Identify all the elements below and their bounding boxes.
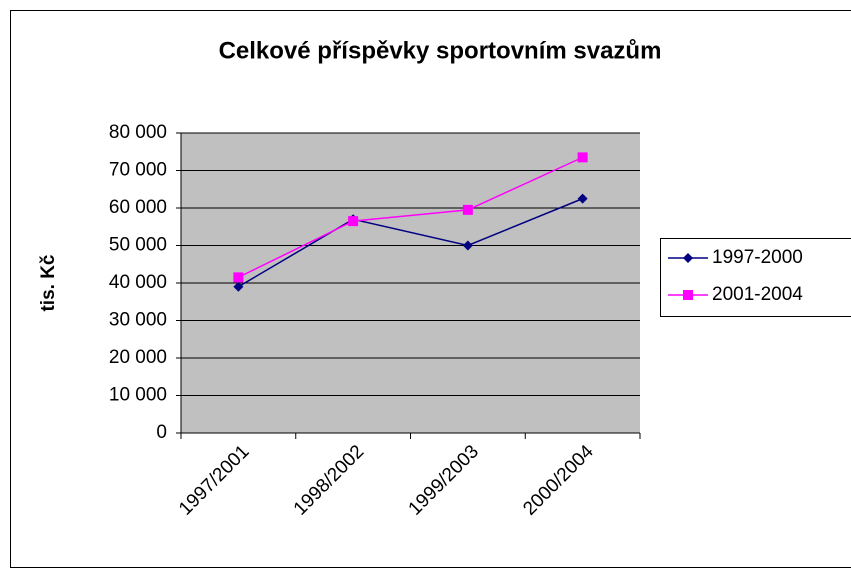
data-point xyxy=(462,204,473,215)
series-line xyxy=(238,156,583,279)
y-tick-label: 80 000 xyxy=(109,122,167,143)
y-tick-label: 10 000 xyxy=(109,385,167,406)
legend-label: 2001-2004 xyxy=(712,284,803,305)
legend-box xyxy=(660,238,851,317)
y-axis-label: tis. Kč xyxy=(38,254,59,311)
data-point xyxy=(577,152,588,163)
y-tick-label: 0 xyxy=(156,422,167,443)
y-tick-label: 40 000 xyxy=(109,272,167,293)
data-point xyxy=(233,272,244,283)
data-point xyxy=(233,281,244,292)
y-tick-label: 20 000 xyxy=(109,347,167,368)
series-line xyxy=(237,197,583,288)
data-point xyxy=(577,193,588,204)
legend-label: 1997-2000 xyxy=(712,247,803,268)
y-tick-label: 60 000 xyxy=(109,197,167,218)
legend: 1997-2000 2001-2004 xyxy=(660,238,851,317)
chart-title: Celkové příspěvky sportovním svazům xyxy=(219,37,662,64)
legend-marker xyxy=(683,290,693,300)
series xyxy=(233,152,588,283)
y-tick-label: 30 000 xyxy=(109,310,167,331)
data-point xyxy=(348,216,359,227)
legend-marker xyxy=(683,253,693,263)
y-tick-label: 50 000 xyxy=(109,235,167,256)
y-tick-label: 70 000 xyxy=(109,160,167,181)
data-point xyxy=(462,240,473,251)
